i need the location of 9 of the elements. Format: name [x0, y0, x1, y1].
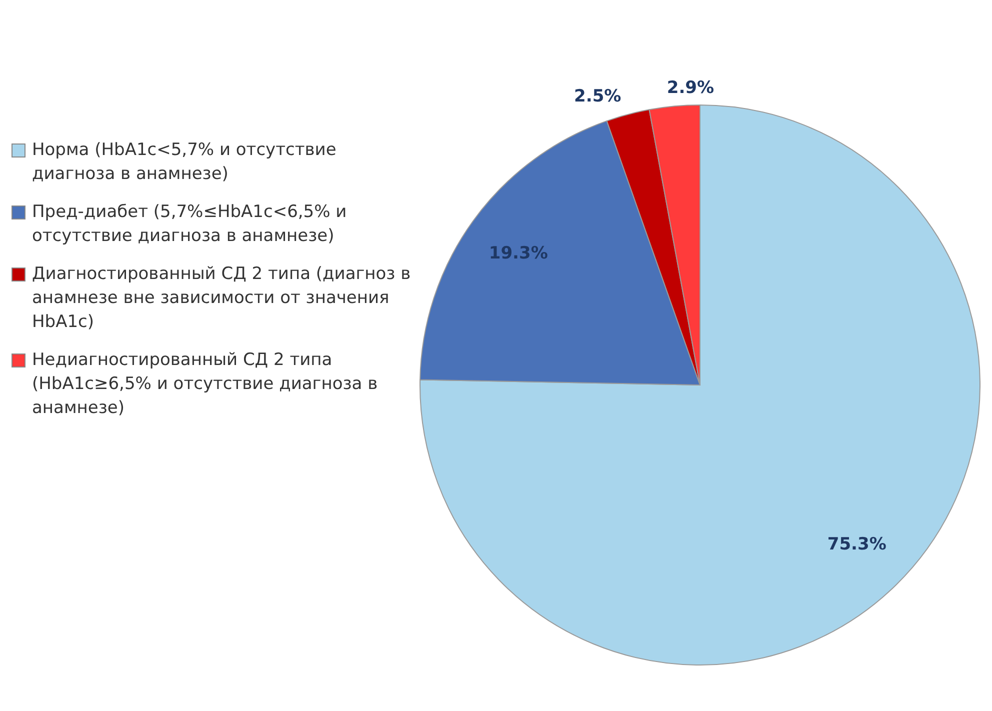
legend-label: Недиагностированный СД 2 типа (HbA1c≥6,5% и отсутствие диагноза в анамнезе) [32, 350, 378, 418]
pie-slice [420, 104, 980, 666]
data-label: 2.5% [574, 86, 622, 107]
data-label: 2.9% [666, 78, 714, 98]
data-label: 75.3% [827, 534, 886, 555]
legend-label: Норма (HbA1c<5,7% и отсутствие диагноза в анамнезе) [32, 140, 336, 184]
legend-label: Пред-диабет (5,7%≤HbA1c<6,5% и отсутствие диагноза в анамнезе) [32, 202, 347, 246]
legend-label: Диагностированный СД 2 типа (диагноз в анамнезе вне зависимости от значения HbA1c) [32, 264, 411, 332]
data-label: 19.3% [488, 244, 548, 264]
